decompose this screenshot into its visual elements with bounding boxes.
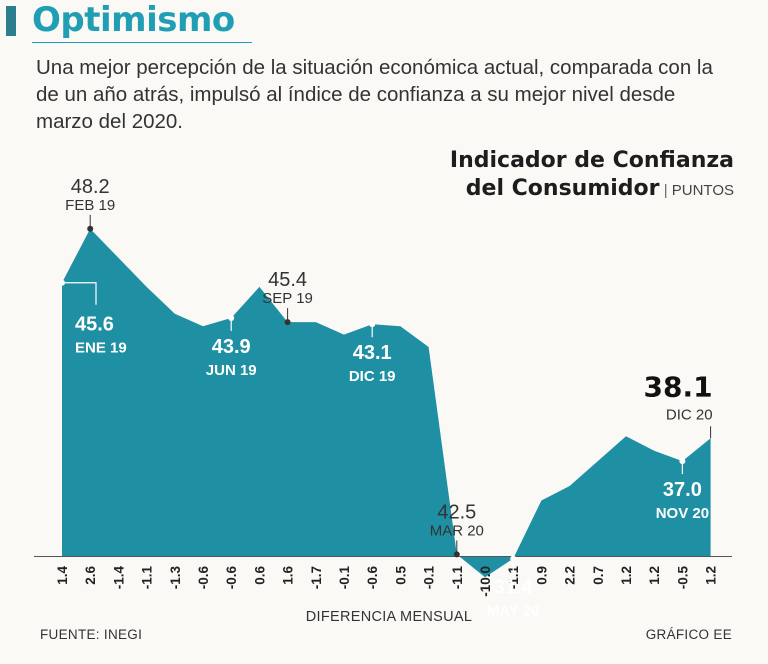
title-accent-bar bbox=[6, 6, 16, 36]
x-tick-label: -1.1 bbox=[506, 566, 521, 590]
x-tick-label: -1.1 bbox=[450, 566, 465, 590]
x-tick-label: 1.6 bbox=[281, 566, 296, 585]
x-tick-label: -0.6 bbox=[196, 566, 211, 590]
data-point bbox=[568, 485, 571, 488]
data-point bbox=[653, 449, 656, 452]
x-tick-label: -10.0 bbox=[478, 566, 493, 597]
title-underline bbox=[32, 42, 252, 43]
chart-unit: PUNTOS bbox=[671, 182, 734, 199]
data-point bbox=[258, 285, 261, 288]
x-tick-label: -0.1 bbox=[337, 566, 352, 590]
source-note: FUENTE: INEGI bbox=[40, 627, 143, 642]
x-tick-label: -0.1 bbox=[422, 566, 437, 590]
data-point bbox=[117, 256, 120, 259]
chart-title: Indicador de Confianza del Consumidor | … bbox=[450, 147, 734, 205]
annotation-label: FEB 19 bbox=[65, 197, 115, 214]
annotation-value: 43.1 bbox=[353, 342, 392, 364]
annotation-value-highlight: 38.1 bbox=[644, 370, 713, 403]
chart-title-line1: Indicador de Confianza bbox=[449, 148, 734, 173]
x-tick-label: -1.7 bbox=[309, 566, 324, 589]
annotation-marker bbox=[284, 319, 291, 326]
data-point bbox=[314, 321, 317, 324]
annotation-marker bbox=[510, 555, 517, 562]
x-tick-label: 2.6 bbox=[83, 566, 98, 585]
annotation-label: MAR 20 bbox=[430, 522, 484, 539]
annotation-label: DIC 19 bbox=[349, 368, 396, 385]
annotation-marker bbox=[369, 321, 376, 328]
x-tick-label: 0.9 bbox=[534, 566, 549, 585]
x-tick-label: 1.2 bbox=[619, 566, 634, 585]
x-tick-label: -0.5 bbox=[675, 566, 690, 590]
data-point bbox=[343, 333, 346, 336]
data-point bbox=[540, 499, 543, 502]
annotation-value: 45.4 bbox=[268, 269, 307, 291]
annotation-label: SEP 19 bbox=[262, 290, 313, 307]
annotation-marker bbox=[453, 551, 460, 558]
annotation-value: 42.5 bbox=[437, 501, 476, 523]
data-point bbox=[625, 435, 628, 438]
annotation-leader bbox=[62, 282, 97, 305]
annotation-label: DIC 20 bbox=[666, 406, 713, 423]
x-tick-label: 1.2 bbox=[704, 566, 719, 585]
x-tick-label: 1.2 bbox=[647, 566, 662, 585]
page-subtitle: Una mejor percepción de la situación eco… bbox=[36, 56, 713, 133]
x-tick-label: -1.3 bbox=[168, 566, 183, 590]
x-tick-label: 0.6 bbox=[252, 566, 267, 585]
annotation-label: MAY 20 bbox=[487, 603, 540, 620]
annotation-marker bbox=[59, 279, 65, 286]
annotation-value: 45.6 bbox=[75, 314, 114, 336]
x-tick-label: -0.6 bbox=[365, 566, 380, 590]
annotation-value: 37.0 bbox=[663, 479, 702, 501]
annotation-label: ENE 19 bbox=[75, 340, 127, 357]
annotation-label: NOV 20 bbox=[656, 505, 709, 522]
annotation-marker bbox=[679, 458, 686, 465]
graphic-credit: GRÁFICO EE bbox=[645, 627, 732, 642]
data-point bbox=[596, 460, 599, 463]
x-tick-label: 2.2 bbox=[563, 566, 578, 585]
x-tick-label: -1.1 bbox=[140, 566, 155, 590]
x-tick-label: -1.4 bbox=[111, 566, 126, 590]
chart-unit-group: | PUNTOS bbox=[663, 182, 734, 199]
annotation-label: JUN 19 bbox=[206, 362, 257, 379]
x-tick-label: -0.6 bbox=[224, 566, 239, 590]
annotation-value: 48.2 bbox=[71, 176, 110, 198]
chart-title-line2: del Consumidor bbox=[465, 176, 660, 201]
data-point bbox=[145, 285, 148, 288]
x-tick-label: 0.5 bbox=[393, 566, 408, 585]
area-series bbox=[62, 228, 711, 578]
data-point bbox=[173, 312, 176, 315]
annotation-marker bbox=[87, 225, 94, 232]
page-title: Optimismo bbox=[32, 0, 235, 40]
data-point bbox=[399, 325, 402, 328]
x-tick-label: 0.7 bbox=[591, 566, 606, 585]
x-axis-title: DIFERENCIA MENSUAL bbox=[306, 609, 473, 625]
x-tick-label: 1.4 bbox=[55, 566, 70, 585]
annotation-marker bbox=[228, 314, 235, 321]
data-point bbox=[427, 346, 430, 349]
annotation-value: 43.9 bbox=[212, 336, 251, 358]
annotation-value: 31.4 bbox=[494, 577, 534, 599]
data-point bbox=[202, 325, 205, 328]
